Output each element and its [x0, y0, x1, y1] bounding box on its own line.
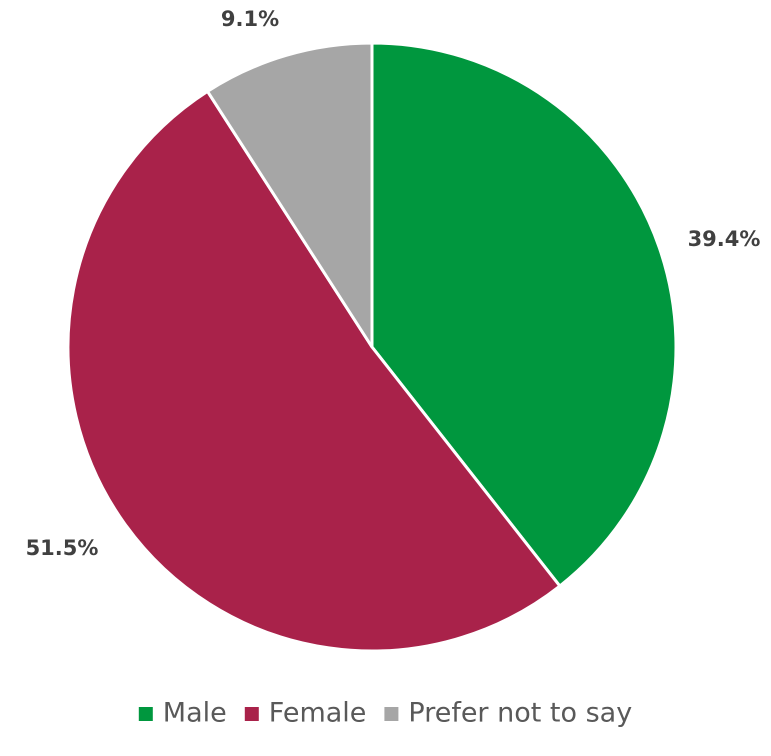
- legend-item-male: Male: [138, 698, 227, 729]
- legend-swatch: [384, 707, 399, 721]
- legend-item-prefer-not-to-say: Prefer not to say: [384, 698, 632, 729]
- pie-data-labels: 39.4% 51.5% 9.1%: [26, 7, 761, 560]
- legend-label: Male: [163, 698, 227, 729]
- legend-label: Prefer not to say: [408, 698, 632, 729]
- pie-slice-prefer-not-to-say: [206, 41, 374, 349]
- data-label-male: 39.4%: [688, 227, 761, 251]
- legend: Male Female Prefer not to say: [138, 698, 632, 729]
- pie-slice-male: [370, 41, 678, 588]
- data-label-prefer-not-to-say: 9.1%: [221, 7, 279, 31]
- legend-label: Female: [269, 698, 367, 729]
- legend-swatch: [244, 707, 259, 721]
- legend-swatch: [138, 707, 153, 721]
- data-label-female: 51.5%: [26, 536, 99, 560]
- pie-slices: [66, 41, 678, 653]
- pie-slice-female: [66, 89, 562, 653]
- legend-item-female: Female: [244, 698, 367, 729]
